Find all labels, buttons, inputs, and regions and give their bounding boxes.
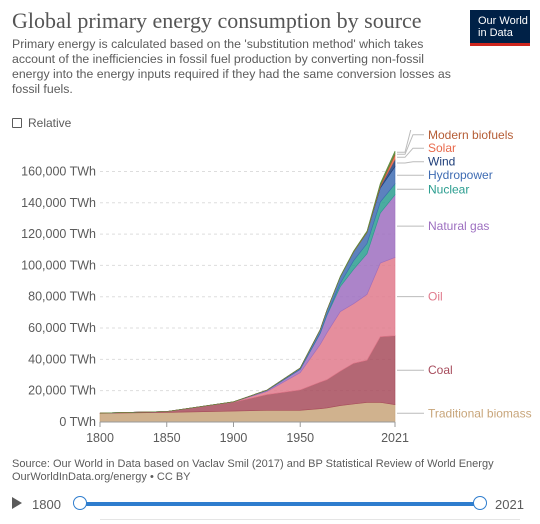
- y-axis: 0 TWh 20,000 TWh 40,000 TWh 60,000 TWh 80,00…: [21, 164, 96, 429]
- relative-checkbox[interactable]: [12, 118, 22, 128]
- x-axis: 1800 1850 1900 1950 2021: [86, 421, 409, 445]
- source-line-1: Source: Our World in Data based on Vacla…: [12, 458, 494, 470]
- y-tick-label: 160,000 TWh: [21, 164, 96, 178]
- x-tick-label: 1850: [153, 431, 181, 445]
- series-label-nuclear[interactable]: Nuclear: [428, 182, 469, 196]
- divider: [100, 519, 520, 520]
- chart-title: Global primary energy consumption by sou…: [12, 8, 422, 33]
- area-series: [99, 150, 396, 423]
- y-tick-label: 60,000 TWh: [28, 321, 96, 335]
- timeline: 1800 2021: [0, 492, 540, 524]
- leader-line: [397, 130, 412, 153]
- owid-logo[interactable]: Our World in Data: [470, 10, 530, 46]
- leader-line: [397, 147, 424, 158]
- logo-line-2: in Data: [478, 27, 513, 39]
- series-label-modern-biofuels[interactable]: Modern biofuels: [428, 130, 513, 142]
- stacked-area-chart: 0 TWh 20,000 TWh 40,000 TWh 60,000 TWh 80,00…: [21, 130, 532, 445]
- relative-label: Relative: [28, 116, 72, 130]
- series-label-hydropower[interactable]: Hydropower: [428, 168, 493, 182]
- series-label-wind[interactable]: Wind: [428, 155, 455, 169]
- timeline-end-handle[interactable]: [473, 496, 487, 510]
- source-note: Source: Our World in Data based on Vacla…: [12, 458, 512, 484]
- source-line-2: OurWorldInData.org/energy • CC BY: [12, 471, 191, 483]
- series-label-oil[interactable]: Oil: [428, 290, 443, 304]
- timeline-end-label: 2021: [495, 497, 524, 512]
- timeline-start-handle[interactable]: [73, 496, 87, 510]
- series-label-natural-gas[interactable]: Natural gas: [428, 219, 489, 233]
- series-label-solar[interactable]: Solar: [428, 141, 456, 155]
- play-icon[interactable]: [12, 497, 22, 509]
- logo-line-1: Our World: [478, 15, 528, 27]
- timeline-start-label: 1800: [32, 497, 61, 512]
- y-tick-label: 80,000 TWh: [28, 290, 96, 304]
- y-tick-label: 140,000 TWh: [21, 196, 96, 210]
- series-label-coal[interactable]: Coal: [428, 363, 453, 377]
- y-tick-label: 0 TWh: [59, 415, 96, 429]
- chart-subtitle: Primary energy is calculated based on th…: [12, 37, 451, 96]
- y-tick-label: 40,000 TWh: [28, 352, 96, 366]
- series-labels: Traditional biomass Coal Oil Natural gas Nuc…: [397, 130, 532, 420]
- x-tick-label: 1950: [286, 431, 314, 445]
- y-tick-label: 120,000 TWh: [21, 227, 96, 241]
- x-tick-label: 1900: [220, 431, 248, 445]
- area-other-renewables[interactable]: [99, 150, 396, 414]
- y-tick-label: 100,000 TWh: [21, 258, 96, 272]
- leader-line: [397, 161, 424, 164]
- series-label-traditional-biomass[interactable]: Traditional biomass: [428, 406, 532, 420]
- x-tick-label: 1800: [86, 431, 114, 445]
- timeline-track[interactable]: [80, 502, 480, 506]
- relative-toggle[interactable]: Relative: [12, 116, 71, 130]
- leader-line: [397, 134, 424, 155]
- x-tick-label: 2021: [381, 431, 409, 445]
- y-tick-label: 20,000 TWh: [28, 384, 96, 398]
